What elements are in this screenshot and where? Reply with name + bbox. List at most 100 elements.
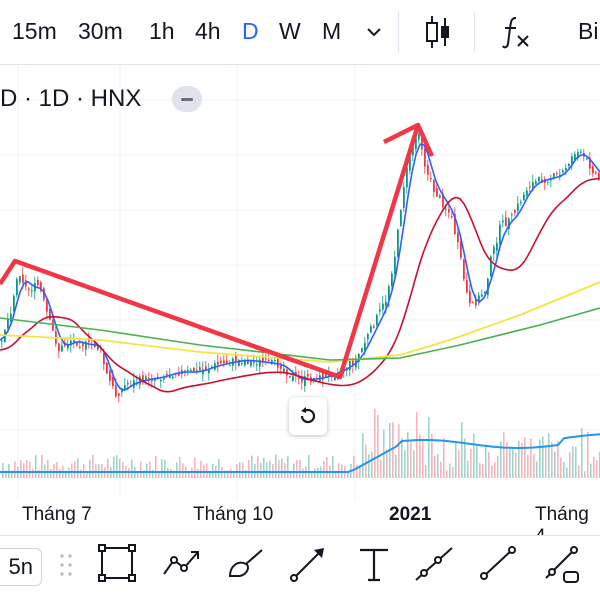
toolbar-divider xyxy=(398,12,399,52)
volume-bar xyxy=(116,455,118,478)
volume-bar xyxy=(455,440,457,478)
candle-body xyxy=(49,309,51,320)
rectangle-tool-icon[interactable] xyxy=(96,544,140,584)
volume-bar xyxy=(41,454,43,478)
candle-body xyxy=(253,361,255,363)
volume-bar xyxy=(338,463,340,478)
candle-body xyxy=(322,371,324,380)
candle-body xyxy=(502,220,504,223)
volume-bar xyxy=(473,433,475,478)
timeframe-m[interactable]: M xyxy=(322,18,342,44)
volume-bar xyxy=(440,461,442,478)
volume-bar xyxy=(161,459,163,478)
interval-input[interactable]: 5n xyxy=(0,548,42,586)
volume-bar xyxy=(149,461,151,478)
volume-bar xyxy=(20,460,22,478)
volume-bar xyxy=(548,433,550,478)
candle-body xyxy=(118,393,120,396)
candle-body xyxy=(250,359,252,366)
candle-body xyxy=(247,359,249,364)
volume-bar xyxy=(545,447,547,478)
candle-body xyxy=(199,367,201,371)
reset-chart-button[interactable] xyxy=(289,397,327,435)
price-chart[interactable] xyxy=(0,65,600,500)
text-tool-icon[interactable] xyxy=(352,544,396,584)
volume-bar xyxy=(218,459,220,478)
candle-body xyxy=(373,326,375,328)
volume-bar xyxy=(131,459,133,478)
candle-body xyxy=(16,279,18,296)
candle-body xyxy=(211,366,213,368)
volume-bar xyxy=(356,464,358,478)
brush-tool-icon[interactable] xyxy=(224,544,268,584)
candlestick-icon[interactable] xyxy=(424,14,452,50)
timeframe-4h[interactable]: 4h xyxy=(195,18,221,44)
volume-bar xyxy=(284,462,286,478)
volume-bar xyxy=(140,461,142,478)
symbol-legend[interactable]: D · 1D · HNX xyxy=(0,85,142,112)
volume-bar xyxy=(269,460,271,478)
chevron-down-icon[interactable] xyxy=(366,26,382,38)
candle-body xyxy=(580,151,582,153)
volume-bar xyxy=(209,471,211,478)
volume-bar xyxy=(449,463,451,478)
candle-body xyxy=(172,376,174,379)
candle-body xyxy=(349,361,351,371)
volume-bar xyxy=(407,432,409,478)
candle-body xyxy=(235,355,237,363)
candle-body xyxy=(13,296,15,312)
volume-bar xyxy=(89,459,91,478)
trend-line-icon[interactable] xyxy=(476,544,520,584)
drag-handle-icon[interactable] xyxy=(58,552,74,578)
candle-body xyxy=(481,294,483,297)
volume-bar xyxy=(575,446,577,478)
candle-body xyxy=(304,376,306,387)
candle-body xyxy=(43,288,45,300)
candle-body xyxy=(238,359,240,366)
candle-body xyxy=(103,352,105,365)
volume-bar xyxy=(326,457,328,478)
volume-bar xyxy=(50,468,52,478)
path-tool-icon[interactable] xyxy=(160,544,204,584)
volume-bar xyxy=(86,471,88,478)
candle-body xyxy=(430,178,432,180)
volume-bar xyxy=(482,464,484,478)
candle-body xyxy=(70,340,72,346)
volume-bar xyxy=(512,448,514,478)
extended-line-icon[interactable] xyxy=(540,544,584,584)
candle-body xyxy=(124,385,126,390)
timeframe-30m[interactable]: 30m xyxy=(78,18,123,44)
candle-body xyxy=(454,213,456,235)
candle-body xyxy=(127,382,129,385)
timeframe-d[interactable]: D xyxy=(242,18,259,44)
volume-bar xyxy=(413,450,415,478)
arrow-tool-icon[interactable] xyxy=(288,544,332,584)
candle-body xyxy=(265,358,267,360)
timeframe-15m[interactable]: 15m xyxy=(12,18,57,44)
candle-body xyxy=(586,158,588,160)
volume-bar xyxy=(56,462,58,478)
volume-bar xyxy=(287,456,289,478)
legend-collapse-button[interactable] xyxy=(172,86,202,112)
candle-body xyxy=(367,334,369,340)
volume-bar xyxy=(491,465,493,478)
ma-longest-line xyxy=(0,307,600,361)
volume-bar xyxy=(158,471,160,478)
candle-body xyxy=(67,344,69,349)
timeframe-w[interactable]: W xyxy=(279,18,301,44)
volume-bar xyxy=(557,441,559,478)
timeframe-1h[interactable]: 1h xyxy=(149,18,175,44)
fx-indicator-icon[interactable] xyxy=(500,14,532,50)
candle-body xyxy=(475,299,477,306)
candle-body xyxy=(553,173,555,178)
candle-body xyxy=(10,313,12,322)
volume-bar xyxy=(443,438,445,478)
x-axis-label-thang-10: Tháng 10 xyxy=(193,504,274,525)
candle-body xyxy=(379,309,381,312)
volume-bar xyxy=(155,455,157,478)
candle-body xyxy=(139,376,141,385)
toolbar-cut-off-label[interactable]: Bi xyxy=(578,18,599,44)
volume-bar xyxy=(563,461,565,478)
ray-tool-icon[interactable] xyxy=(412,544,456,584)
candle-body xyxy=(283,368,285,373)
